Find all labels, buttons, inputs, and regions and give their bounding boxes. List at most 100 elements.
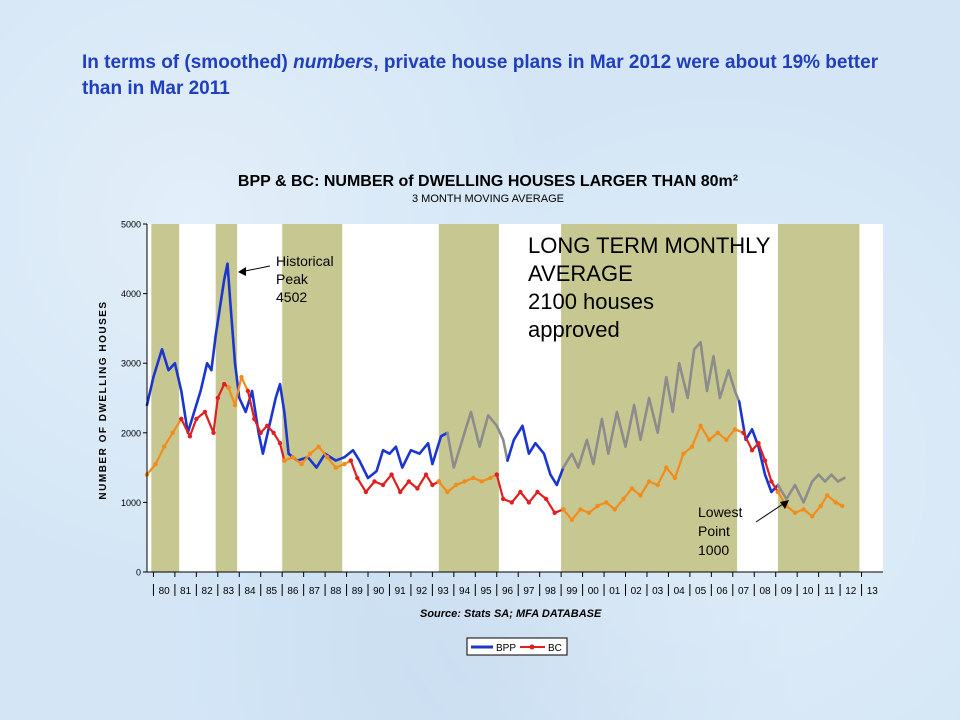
x-tick-label: 08 xyxy=(759,586,771,597)
series-bc-point xyxy=(389,472,394,477)
series-bc-point xyxy=(664,465,669,470)
x-tick-label: 88 xyxy=(330,586,342,597)
series-bc-point xyxy=(689,444,695,449)
series-bc-point xyxy=(741,430,746,435)
annotation-peak-arrowhead xyxy=(238,267,246,276)
chart-subtitle: 3 MONTH MOVING AVERAGE xyxy=(412,193,564,205)
x-tick-label: 87 xyxy=(309,586,321,597)
series-bc-point xyxy=(756,441,761,446)
series-bc-point xyxy=(578,507,583,512)
axes xyxy=(146,224,883,573)
series-bc-point xyxy=(561,507,566,512)
x-tick-label: 86 xyxy=(287,586,299,597)
series-bc-point xyxy=(621,496,626,502)
series-bc-point xyxy=(162,444,167,449)
series-bc-point xyxy=(552,510,557,515)
x-tick-label: 03 xyxy=(652,586,664,597)
x-tick-label: 83 xyxy=(223,586,235,597)
headline-text-post: , private house plans in Mar 2012 were a… xyxy=(82,52,879,99)
series-bc-point xyxy=(226,385,231,390)
x-tick-label: 10 xyxy=(802,586,814,597)
series-bc-point xyxy=(372,479,377,484)
series-bc-point xyxy=(215,395,220,401)
series-bc-point xyxy=(775,489,781,495)
series-bc-point xyxy=(277,441,283,446)
series-bc-point xyxy=(762,458,768,463)
y-tick-labels: 0 1000 2000 3000 4000 5000 xyxy=(121,220,147,578)
shaded-period-4 xyxy=(438,224,499,572)
series-bpp-segment-2 xyxy=(446,410,509,469)
shaded-period-6 xyxy=(777,224,860,572)
series-bc-point xyxy=(681,451,686,456)
series-bc-point xyxy=(488,475,493,481)
y-axis-label: NUMBER OF DWELLING HOUSES xyxy=(98,300,109,499)
data-lines xyxy=(144,262,846,522)
x-tick-label: 89 xyxy=(352,586,364,597)
series-bc-point xyxy=(840,503,845,509)
annotation-peak-line-3: 4502 xyxy=(276,289,307,305)
x-tick-label: 96 xyxy=(502,586,514,597)
series-bc-point xyxy=(348,458,353,463)
series-bc-point xyxy=(423,472,429,477)
series-bpp-segment-3 xyxy=(506,424,565,487)
series-bc-point xyxy=(715,430,720,435)
series-bc-point xyxy=(453,482,459,488)
series-bc-point xyxy=(245,388,251,394)
legend-marker-bc xyxy=(529,644,535,650)
x-tick-label: 82 xyxy=(202,586,214,597)
series-bc-point xyxy=(707,437,712,442)
chart-source: Source: Stats SA; MFA DATABASE xyxy=(420,608,602,620)
annotation-average-line-4: approved xyxy=(528,317,620,342)
annotation-peak: Historical Peak 4502 xyxy=(238,253,334,305)
x-tick-label: 11 xyxy=(824,586,835,597)
series-bc-point xyxy=(170,430,175,435)
x-tick-label: 12 xyxy=(845,586,857,597)
series-bc-point xyxy=(646,479,652,484)
annotation-average-line-2: AVERAGE xyxy=(528,261,633,286)
x-tick-label: 00 xyxy=(588,586,600,597)
series-bc-point xyxy=(655,482,660,488)
series-bc-point xyxy=(415,486,420,491)
series-bc-point xyxy=(595,503,600,509)
series-bc-point xyxy=(406,479,411,484)
x-tick-label: 91 xyxy=(395,586,407,597)
y-tick-label: 2000 xyxy=(121,428,141,438)
series-bc-point xyxy=(818,503,823,509)
series-bc-point xyxy=(501,496,506,502)
series-bc-point xyxy=(232,402,238,408)
series-bc-point xyxy=(398,489,403,495)
chart-title: BPP & BC: NUMBER of DWELLING HOUSES LARG… xyxy=(238,173,738,190)
x-tick-label: 09 xyxy=(781,586,793,597)
x-tick-label: 99 xyxy=(566,586,578,597)
series-bc-point xyxy=(543,496,549,502)
series-bc-point xyxy=(211,430,216,435)
series-bc-point xyxy=(509,500,514,505)
x-tick-label: 02 xyxy=(631,586,643,597)
series-bc-point xyxy=(494,472,499,477)
series-bc-point xyxy=(833,500,838,505)
annotation-average: LONG TERM MONTHLY AVERAGE 2100 houses ap… xyxy=(528,233,771,342)
series-bc-point xyxy=(769,479,774,484)
series-bc-point xyxy=(792,510,798,515)
series-bc-point xyxy=(325,455,330,460)
series-bc-point xyxy=(825,493,830,498)
series-bc-point xyxy=(271,430,276,435)
annotation-lowest-line-1: Lowest xyxy=(698,504,742,520)
plot-area xyxy=(147,224,883,572)
x-tick-label: 81 xyxy=(180,586,192,597)
series-bpp-segment-4 xyxy=(562,341,741,469)
series-bc-point xyxy=(724,437,729,442)
y-tick-label: 3000 xyxy=(121,359,141,369)
series-bc-point xyxy=(333,465,338,470)
series-bc-point xyxy=(342,461,347,467)
x-tick-label: 85 xyxy=(266,586,278,597)
x-tick-label: 84 xyxy=(244,586,256,597)
annotation-average-line-3: 2100 houses xyxy=(528,289,654,314)
series-bc-point xyxy=(526,500,532,505)
annotation-peak-line-2: Peak xyxy=(276,271,309,287)
x-tick-label: 90 xyxy=(373,586,385,597)
series-bc-point xyxy=(179,416,184,422)
x-tick-label: 07 xyxy=(738,586,750,597)
series-bc-point xyxy=(187,434,193,439)
